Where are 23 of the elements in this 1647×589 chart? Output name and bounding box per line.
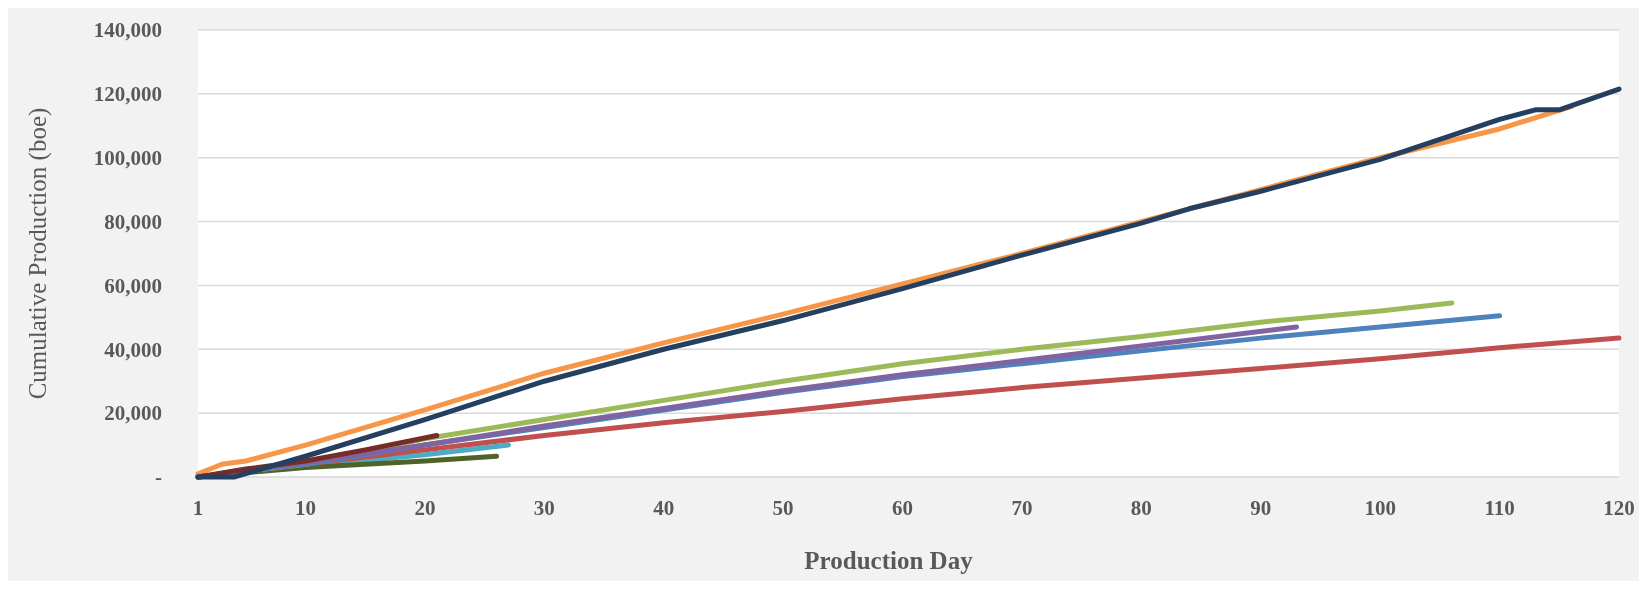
x-tick-label: 80 [1130,496,1152,520]
x-tick-label: 90 [1250,496,1272,520]
x-tick-label: 70 [1011,496,1033,520]
y-tick-label: - [155,465,162,490]
y-tick-label: 140,000 [93,18,162,43]
x-tick-label: 20 [414,496,436,520]
x-tick-label: 30 [533,496,555,520]
y-tick-label: 20,000 [104,401,162,426]
y-tick-label: 120,000 [93,82,162,107]
x-tick-label: 40 [653,496,675,520]
x-tick-label: 120 [1603,496,1635,520]
x-axis-title: Production Day [804,547,974,574]
x-tick-label: 1 [192,496,204,520]
y-tick-label: 100,000 [93,146,162,171]
x-tick-label: 10 [294,496,316,520]
y-tick-label: 40,000 [104,337,162,362]
y-axis-title: Cumulative Production (boe) [24,107,52,400]
x-tick-label: 100 [1364,496,1396,520]
x-tick-label: 110 [1484,496,1515,520]
y-tick-label: 60,000 [104,273,162,298]
y-tick-label: 80,000 [104,209,162,234]
x-tick-label: 50 [772,496,794,520]
x-tick-label: 60 [892,496,914,520]
